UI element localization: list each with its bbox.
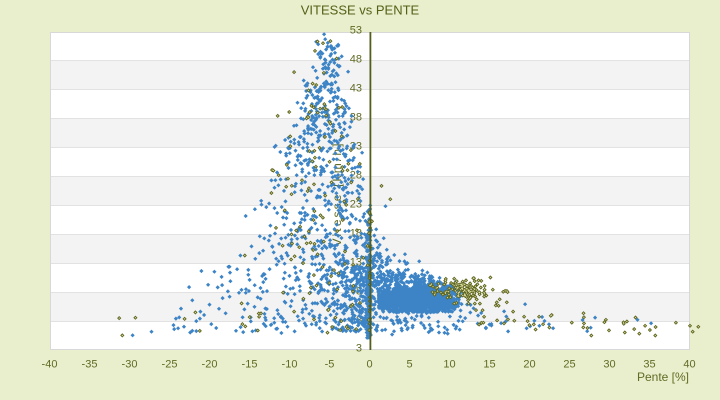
svg-text:15: 15 — [483, 359, 495, 371]
svg-text:5: 5 — [406, 359, 412, 371]
svg-text:30: 30 — [603, 359, 615, 371]
svg-text:53: 53 — [350, 25, 362, 37]
svg-text:10: 10 — [443, 359, 455, 371]
svg-text:VITESSE vs PENTE: VITESSE vs PENTE — [301, 2, 420, 17]
svg-text:-30: -30 — [122, 359, 138, 371]
svg-text:3: 3 — [356, 343, 362, 355]
svg-text:-40: -40 — [42, 359, 58, 371]
svg-text:20: 20 — [523, 359, 535, 371]
svg-text:38: 38 — [350, 112, 362, 124]
svg-text:Pente [%]: Pente [%] — [637, 370, 689, 384]
svg-text:-10: -10 — [282, 359, 298, 371]
svg-text:-5: -5 — [325, 359, 335, 371]
svg-text:40: 40 — [683, 359, 695, 371]
svg-text:0: 0 — [366, 359, 372, 371]
svg-text:Vitesse [km/h]: Vitesse [km/h] — [330, 144, 344, 247]
svg-text:-20: -20 — [202, 359, 218, 371]
svg-text:-25: -25 — [162, 359, 178, 371]
svg-text:-15: -15 — [242, 359, 258, 371]
svg-text:35: 35 — [643, 359, 655, 371]
svg-text:43: 43 — [350, 83, 362, 95]
svg-text:-35: -35 — [82, 359, 98, 371]
svg-text:48: 48 — [350, 54, 362, 66]
svg-text:25: 25 — [563, 359, 575, 371]
